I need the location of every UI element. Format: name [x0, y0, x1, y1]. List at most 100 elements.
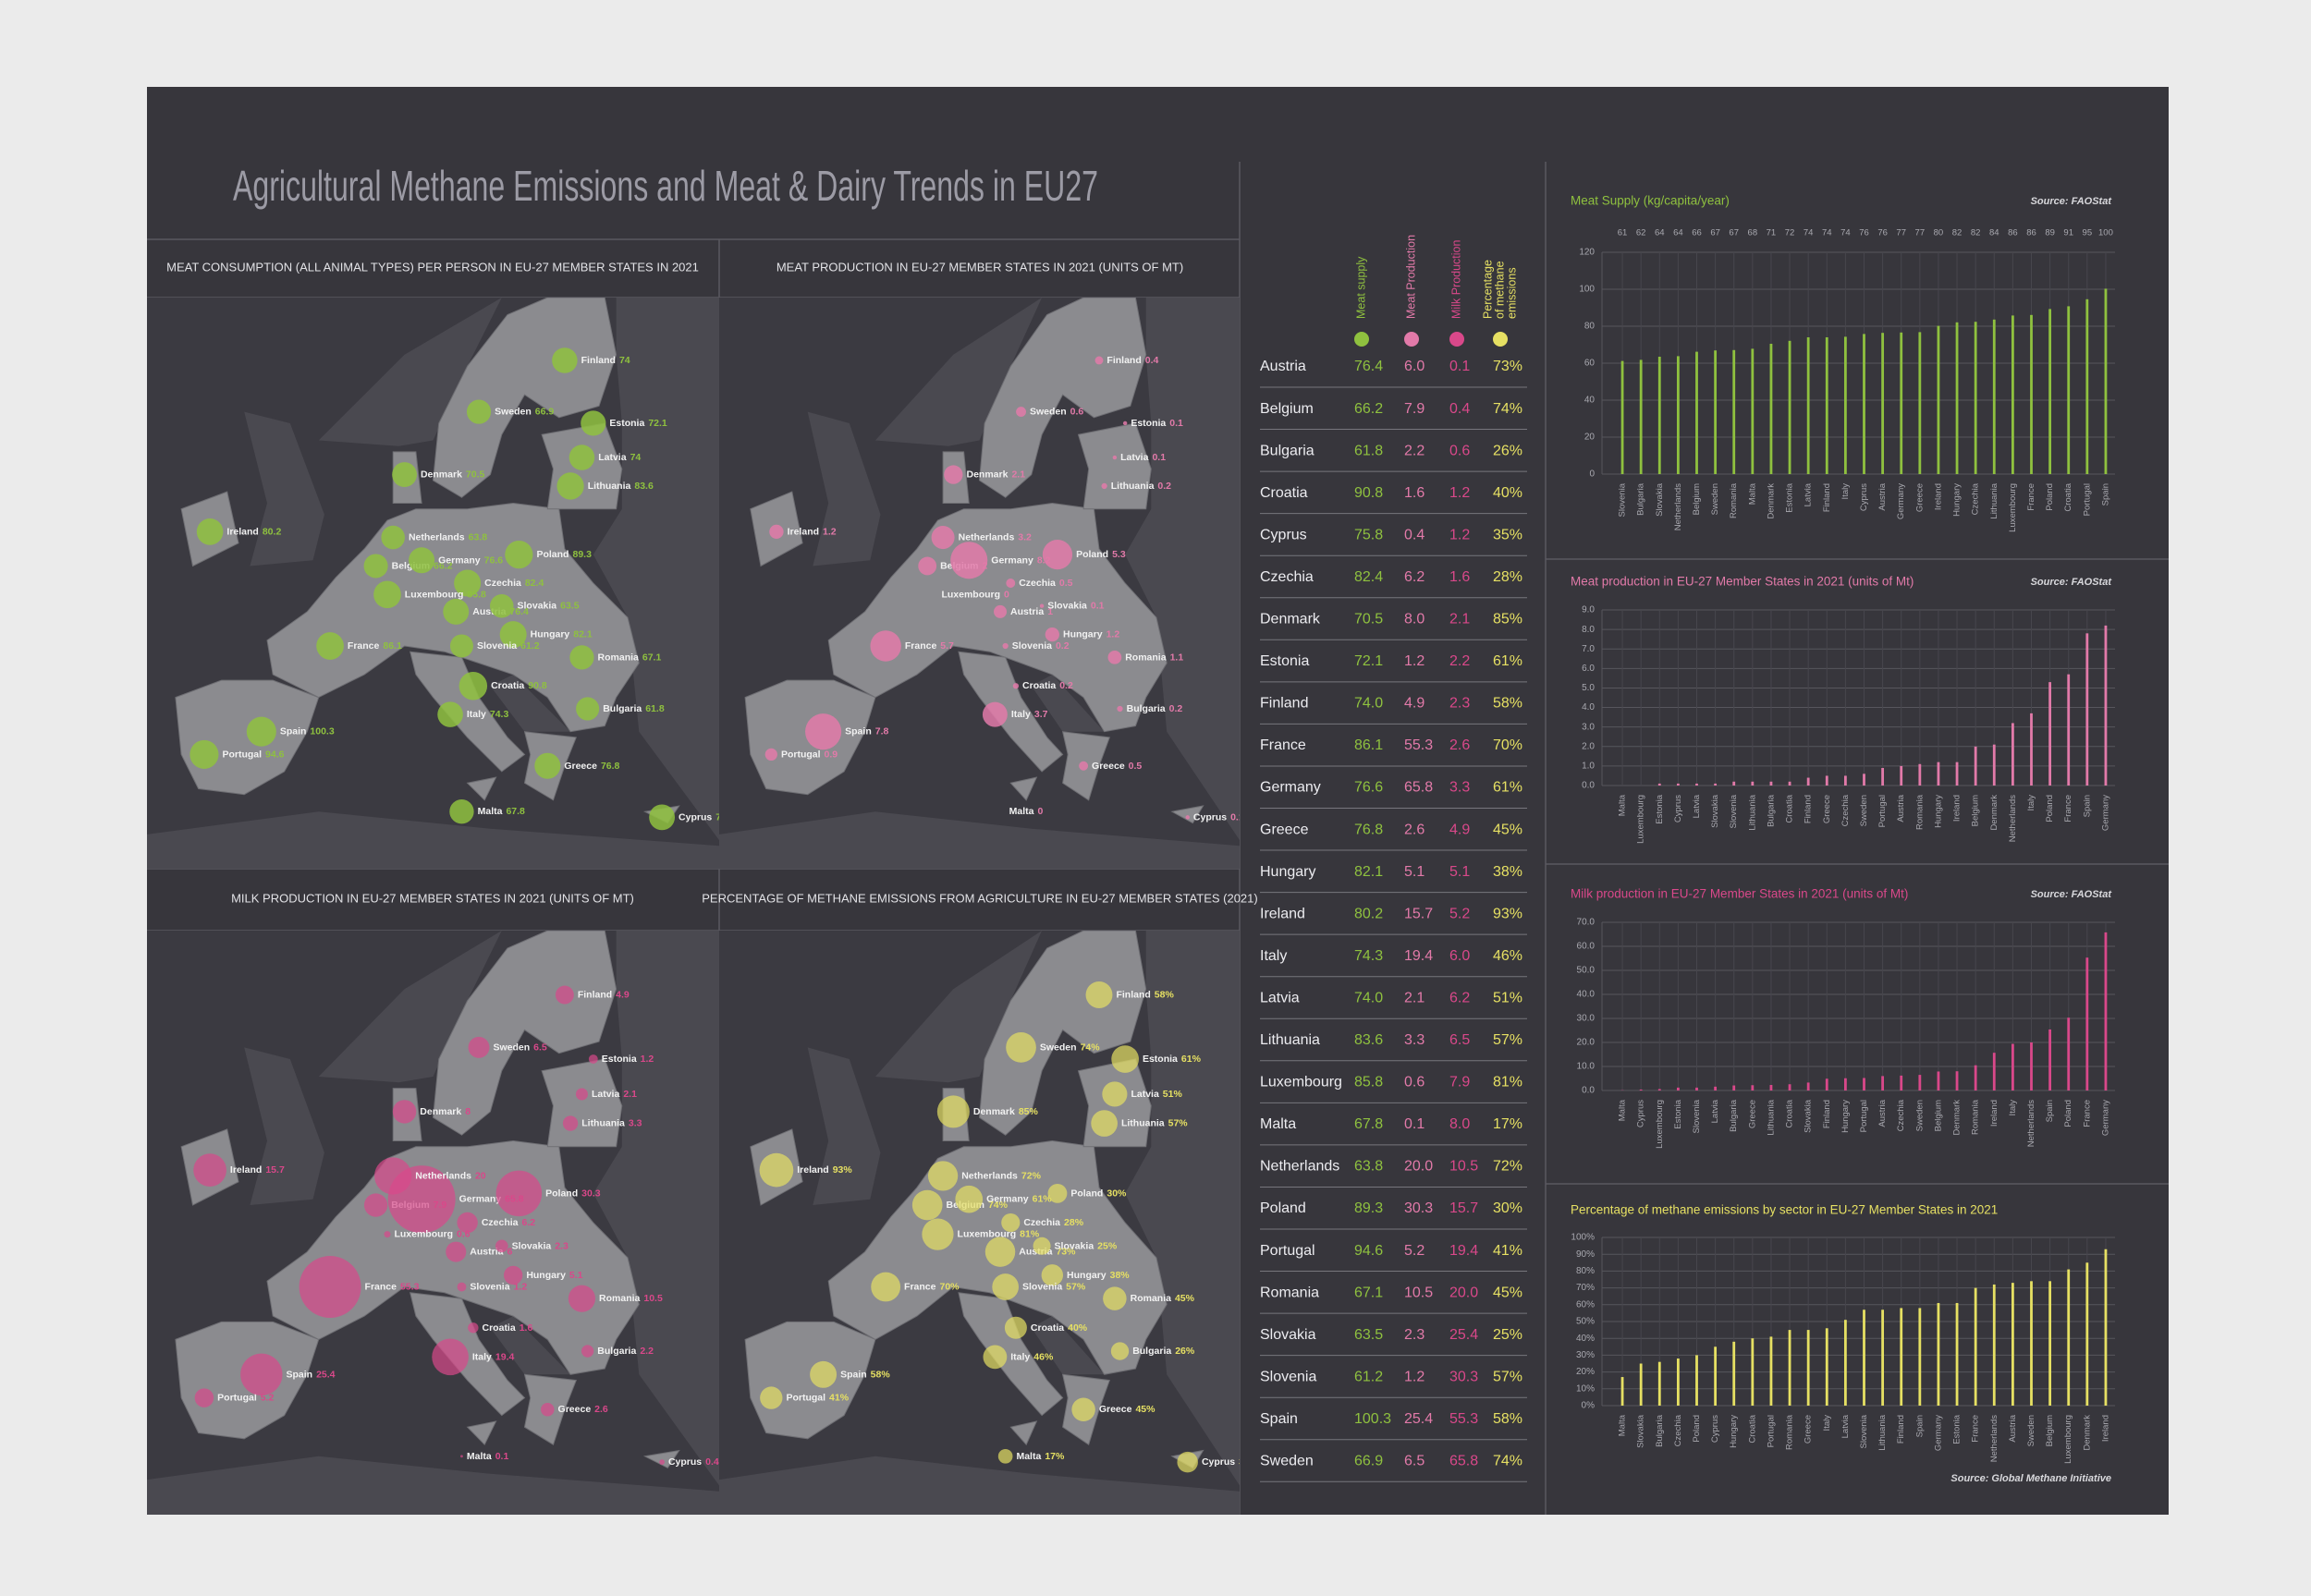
- table-cell: 7.9: [1449, 1075, 1470, 1090]
- bar: [2085, 298, 2089, 474]
- value-label: 82: [1952, 228, 1963, 238]
- non-eu-land: [147, 811, 719, 869]
- map-label-country: Lithuania: [1121, 1117, 1165, 1128]
- map-label-country: Romania: [1125, 652, 1167, 663]
- map-label-value: 61%: [1033, 1194, 1053, 1205]
- table-cell: 82.1: [1354, 864, 1383, 880]
- map-label-value: 3.7: [1034, 709, 1048, 720]
- value-label: 95: [2083, 228, 2093, 238]
- map-label: Czechia 82.4: [484, 578, 544, 589]
- bar: [1639, 359, 1643, 474]
- map-bubble: [495, 1170, 543, 1217]
- map-label-country: Lithuania: [1111, 481, 1155, 492]
- map: Austria1Belgium2Bulgaria0.2Croatia0.2Cyp…: [719, 298, 1240, 869]
- map-label-country: Sweden: [493, 1042, 530, 1053]
- x-tick-label: Slovenia: [1692, 1099, 1702, 1133]
- y-tick-label: 60%: [1576, 1299, 1595, 1310]
- x-tick-label: Poland: [1692, 1415, 1702, 1443]
- map-label-value: 3.3: [629, 1117, 642, 1128]
- value-label: 71: [1767, 228, 1777, 238]
- table-cell: 6.2: [1449, 990, 1470, 1005]
- x-tick-label: Lithuania: [1877, 1414, 1888, 1450]
- bar: [2104, 1249, 2108, 1406]
- map-bubble: [1041, 1264, 1064, 1286]
- map-bubble: [1094, 356, 1104, 365]
- map-title: MEAT CONSUMPTION (ALL ANIMAL TYPES) PER …: [166, 260, 699, 274]
- map-label-country: Greece: [1092, 761, 1125, 772]
- table-cell: 4.9: [1449, 822, 1470, 837]
- map-bubble: [503, 1265, 523, 1285]
- map-label: Denmark 8: [420, 1106, 471, 1117]
- map-bubble: [759, 1152, 794, 1188]
- y-tick-label: 120: [1579, 248, 1595, 258]
- table-cell: 30%: [1493, 1200, 1522, 1216]
- table-cell: 61%: [1493, 653, 1522, 669]
- bar: [1806, 337, 1810, 474]
- map-label: Cyprus 0.4: [668, 1456, 719, 1468]
- map-label-value: 0.2: [1169, 703, 1183, 714]
- map-bubble: [911, 1189, 943, 1221]
- table-cell: 5.2: [1449, 906, 1470, 921]
- bar: [1695, 783, 1698, 786]
- bar: [2085, 1262, 2089, 1406]
- map-label-value: 63.5: [560, 601, 580, 612]
- map-label: Germany 61%: [986, 1194, 1052, 1205]
- map-label-country: Germany: [438, 554, 481, 566]
- map-label-country: Denmark: [973, 1106, 1015, 1117]
- x-tick-label: France: [2063, 795, 2073, 822]
- x-tick-label: Poland: [2045, 483, 2055, 511]
- x-tick-label: Ireland: [1933, 483, 1943, 510]
- map-label-value: 82.1: [573, 628, 593, 640]
- map-bubble: [997, 1448, 1013, 1464]
- map-label-country: Slovakia: [1047, 601, 1087, 612]
- bar: [1806, 777, 1810, 786]
- map-label-value: 3.2: [1018, 531, 1032, 542]
- map-label-country: Malta: [1016, 1451, 1041, 1462]
- bar: [1769, 781, 1773, 786]
- map-label-value: 80.2: [263, 526, 282, 537]
- x-tick-label: Sweden: [1859, 795, 1869, 826]
- map-label: Croatia 1.6: [483, 1322, 533, 1334]
- map-bubble: [363, 554, 388, 579]
- bar: [1863, 1078, 1865, 1090]
- x-tick-label: Hungary: [1840, 1100, 1851, 1133]
- map-label-value: 2.6: [594, 1404, 608, 1415]
- x-tick-label: Romania: [1729, 482, 1739, 518]
- table-country: Greece: [1260, 822, 1309, 837]
- bar: [1918, 332, 1922, 474]
- map-label-country: Lithuania: [588, 481, 631, 492]
- table-country: Slovakia: [1260, 1327, 1316, 1343]
- x-tick-label: Latvia: [1710, 1099, 1720, 1123]
- map-label: Denmark 70.5: [421, 469, 485, 480]
- map-label-country: Croatia: [1022, 680, 1056, 691]
- map-label: Romania 1.1: [1125, 652, 1183, 663]
- bar: [2048, 682, 2052, 786]
- map-bubble: [449, 634, 473, 658]
- map-label-country: Finland: [581, 355, 616, 366]
- map-label: Czechia 0.5: [1019, 578, 1072, 589]
- map-label-country: Malta: [478, 806, 503, 817]
- table-cell: 26%: [1493, 443, 1522, 458]
- x-tick-label: Czechia: [1971, 482, 1981, 515]
- y-tick-label: 50%: [1576, 1317, 1595, 1327]
- x-tick-label: Malta: [1618, 1099, 1628, 1121]
- y-tick-label: 60.0: [1577, 942, 1596, 952]
- y-tick-label: 60: [1584, 359, 1596, 369]
- table-cell: 19.4: [1404, 948, 1433, 964]
- bar: [1751, 1085, 1755, 1090]
- bar: [1974, 1065, 1977, 1090]
- bar: [1657, 1089, 1661, 1090]
- map-label-country: Slovenia: [477, 640, 517, 652]
- map-label-country: Czechia: [1023, 1217, 1060, 1228]
- map-label-country: Bulgaria: [603, 703, 642, 714]
- map-label: Spain 58%: [840, 1369, 890, 1380]
- x-tick-label: Italy: [1822, 1415, 1832, 1432]
- table-cell: 100.3: [1354, 1411, 1391, 1427]
- bar: [1881, 768, 1885, 786]
- bar: [2085, 633, 2089, 786]
- value-label: 82: [1971, 228, 1981, 238]
- table-cell: 0.4: [1404, 527, 1425, 542]
- map-label-value: 76.6: [484, 554, 504, 566]
- bar: [1825, 775, 1828, 786]
- map-label: Bulgaria 61.8: [603, 703, 665, 714]
